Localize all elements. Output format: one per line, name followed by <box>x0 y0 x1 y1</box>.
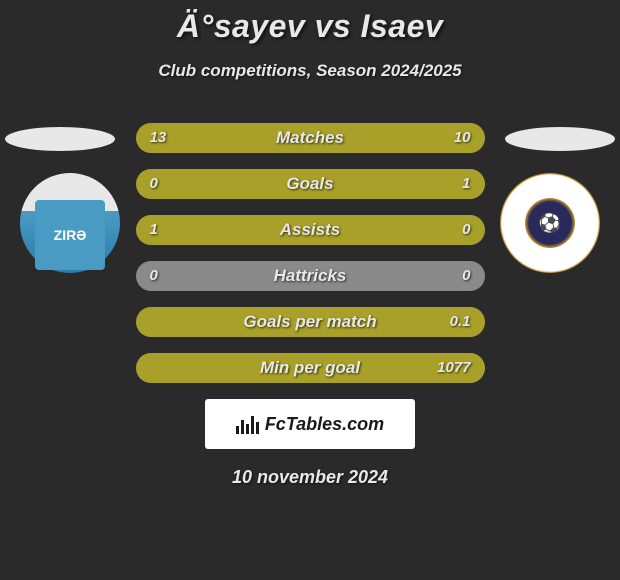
stat-row: Min per goal1077 <box>136 353 485 383</box>
left-club-badge: ZIRƏ <box>20 173 120 273</box>
stat-label: Matches <box>136 123 485 153</box>
stat-row: 0Goals1 <box>136 169 485 199</box>
left-ellipse-decoration <box>5 127 115 151</box>
page-title: Ä°sayev vs Isaev <box>0 0 620 45</box>
stat-value-right: 0 <box>462 261 470 291</box>
stat-value-right: 0.1 <box>450 307 471 337</box>
brand-badge[interactable]: FcTables.com <box>205 399 415 449</box>
stat-value-right: 1077 <box>437 353 470 383</box>
chart-bars-icon <box>236 414 259 434</box>
stat-value-right: 10 <box>454 123 471 153</box>
stats-container: 13Matches100Goals11Assists00Hattricks0Go… <box>136 123 485 383</box>
soccer-ball-icon: ⚽ <box>525 198 575 248</box>
comparison-panel: ZIRƏ ⚽ 13Matches100Goals11Assists00Hattr… <box>0 123 620 488</box>
left-club-name: ZIRƏ <box>35 200 105 270</box>
stat-value-right: 0 <box>462 215 470 245</box>
stat-row: Goals per match0.1 <box>136 307 485 337</box>
stat-row: 1Assists0 <box>136 215 485 245</box>
stat-label: Assists <box>136 215 485 245</box>
right-ellipse-decoration <box>505 127 615 151</box>
stat-label: Hattricks <box>136 261 485 291</box>
stat-label: Goals <box>136 169 485 199</box>
page-subtitle: Club competitions, Season 2024/2025 <box>0 61 620 81</box>
stat-value-right: 1 <box>462 169 470 199</box>
stat-label: Min per goal <box>136 353 485 383</box>
stat-row: 0Hattricks0 <box>136 261 485 291</box>
right-club-badge: ⚽ <box>500 173 600 273</box>
brand-text: FcTables.com <box>265 414 384 435</box>
stat-label: Goals per match <box>136 307 485 337</box>
stat-row: 13Matches10 <box>136 123 485 153</box>
footer-date: 10 november 2024 <box>0 467 620 488</box>
